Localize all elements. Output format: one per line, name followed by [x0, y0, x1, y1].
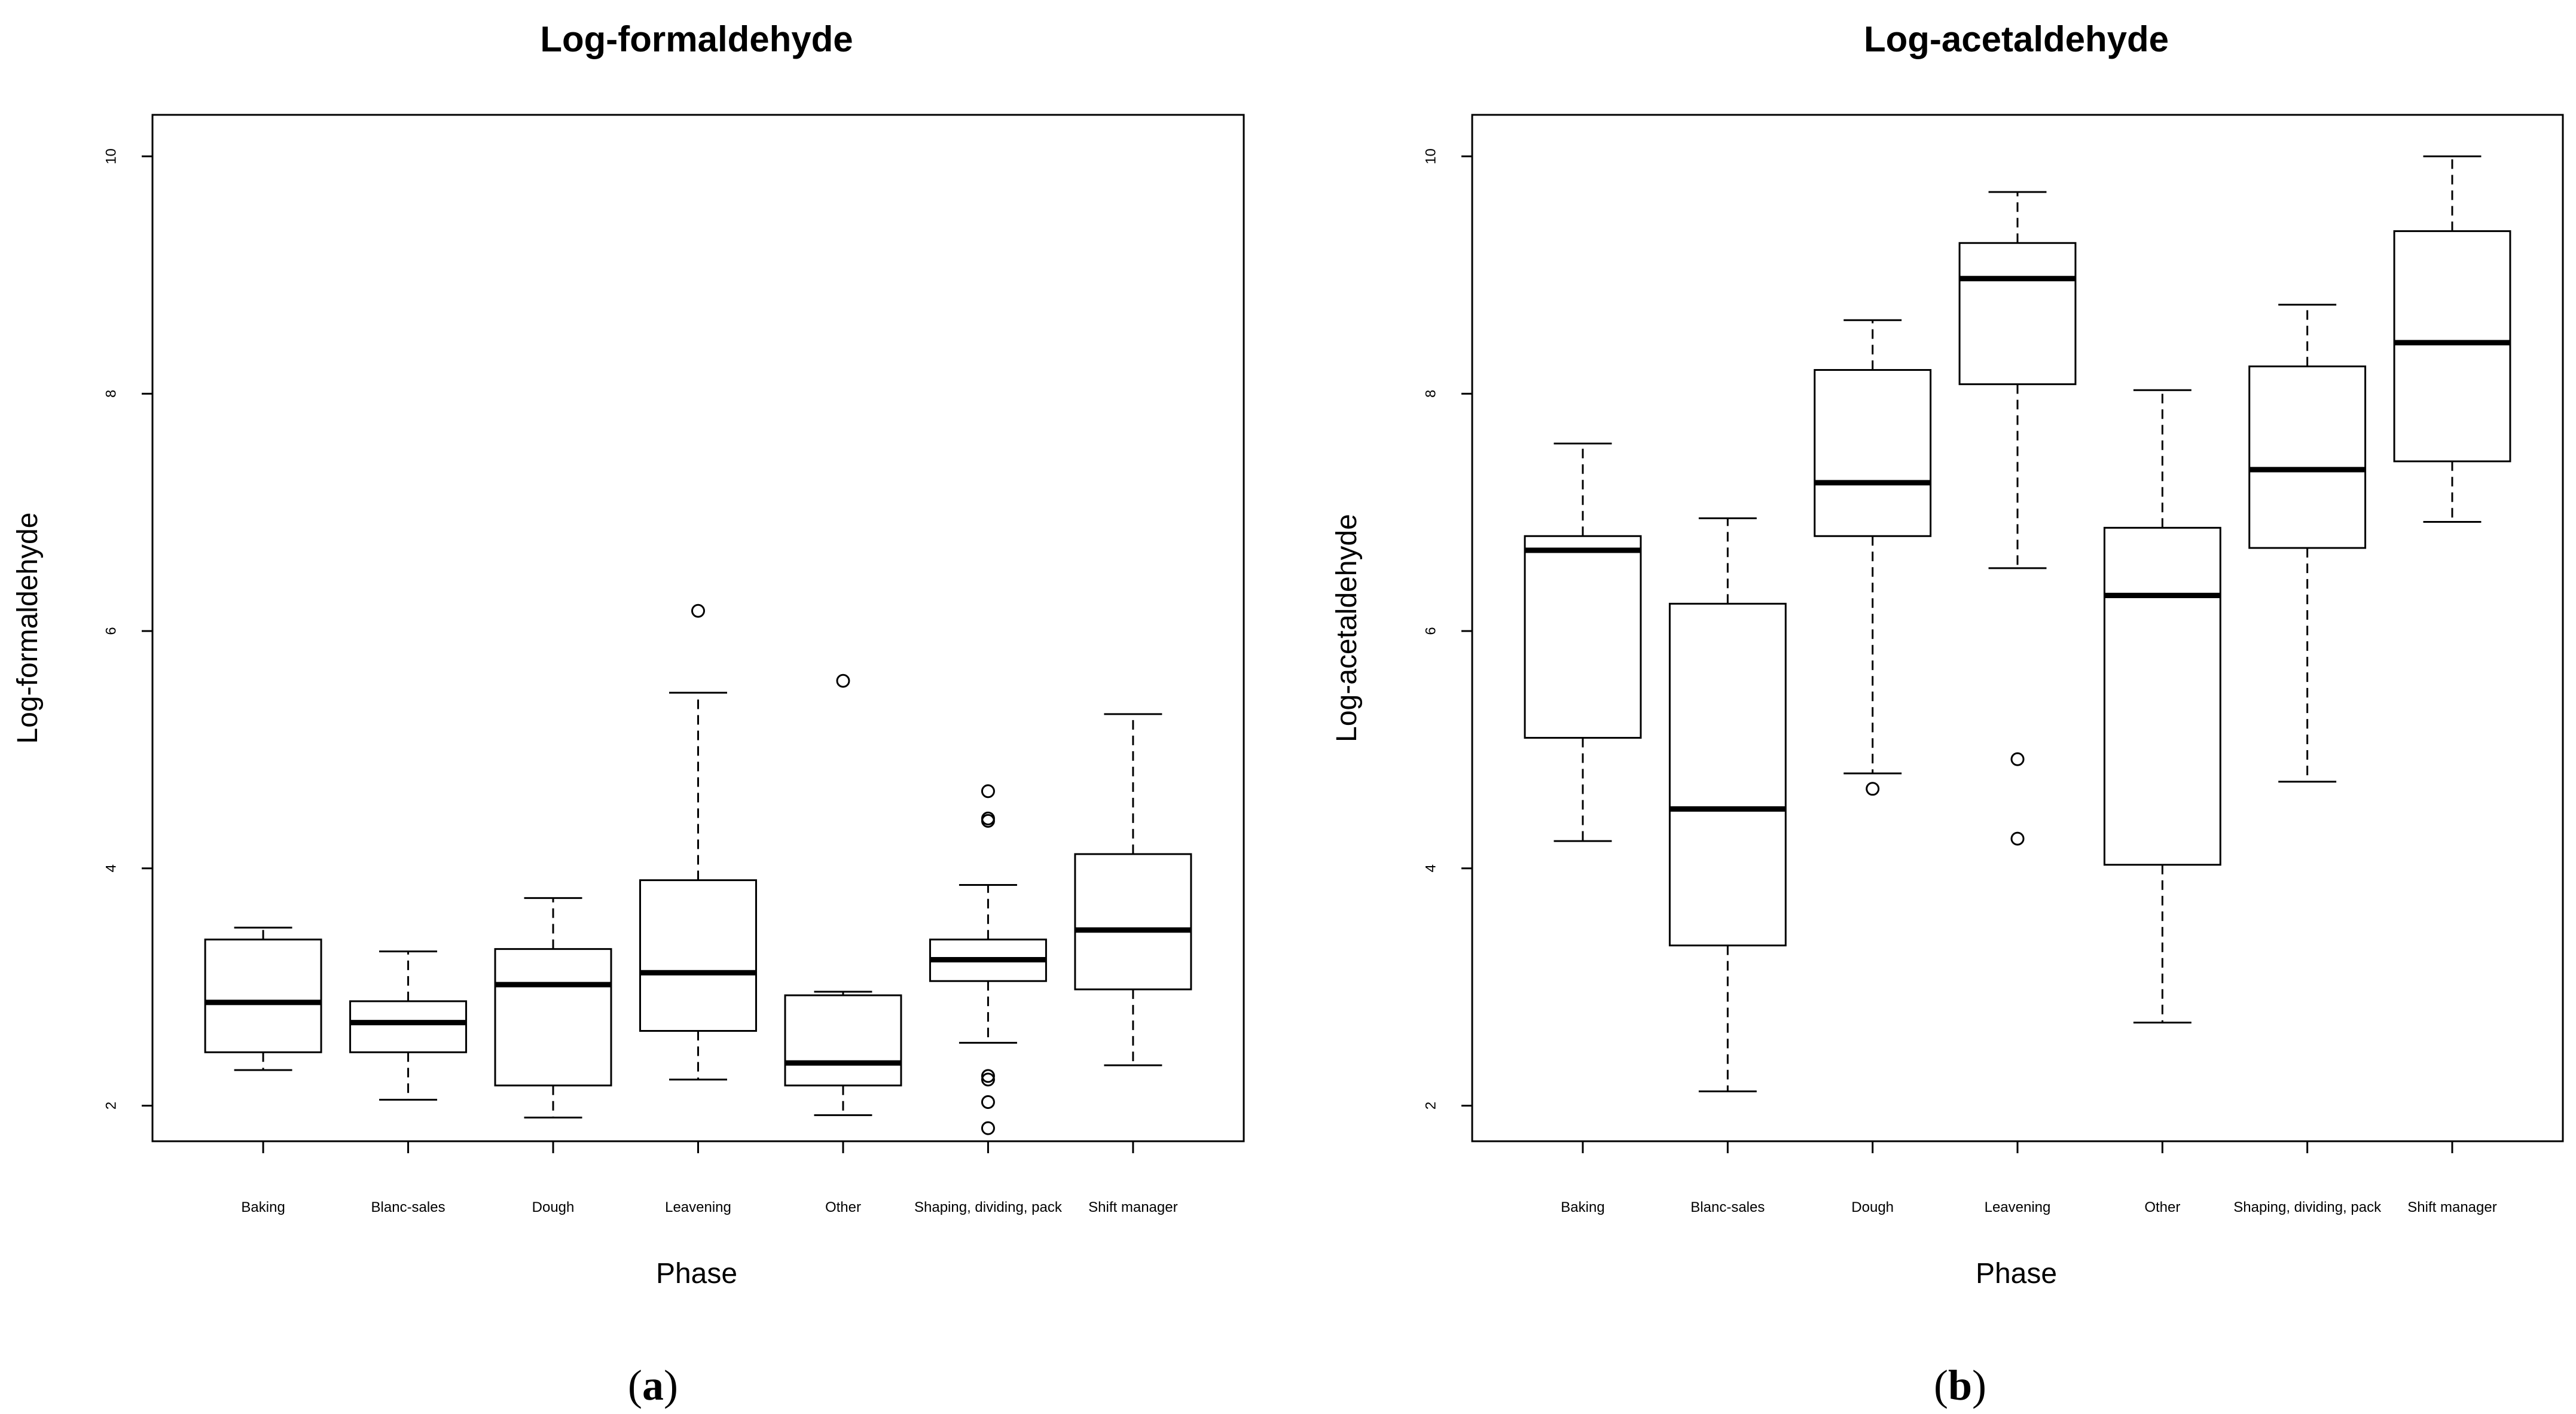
x-tick-label: Other — [2144, 1199, 2180, 1215]
outlier-point — [836, 674, 850, 688]
x-axis: Baking Blanc-sales Dough Leavening Other Shap… — [1561, 1141, 2497, 1215]
chart-title: Log-formaldehyde — [540, 19, 853, 59]
box-shift-manager — [2393, 155, 2511, 523]
outlier-point — [981, 1095, 995, 1110]
x-tick-label: Shift manager — [2407, 1199, 2496, 1215]
y-tick-label: 8 — [103, 390, 119, 398]
box-leavening — [639, 604, 757, 1081]
iqr-box — [2393, 230, 2511, 462]
y-tick-label: 10 — [103, 148, 119, 164]
outlier-point — [981, 784, 995, 799]
box-shift-manager — [1074, 713, 1192, 1066]
x-tick-label: Dough — [532, 1199, 575, 1215]
outlier-point — [691, 604, 705, 618]
y-tick-label: 10 — [1423, 148, 1439, 164]
outlier-point — [2010, 752, 2025, 766]
y-tick-label: 4 — [1423, 864, 1439, 872]
x-axis-label: Phase — [656, 1258, 737, 1290]
x-tick-label: Blanc-sales — [371, 1199, 445, 1215]
x-tick-label: Baking — [241, 1199, 285, 1215]
iqr-box — [494, 948, 612, 1087]
outlier-point — [981, 813, 995, 828]
iqr-box — [1814, 369, 1932, 537]
y-tick-label: 2 — [1423, 1102, 1439, 1110]
iqr-box — [1668, 602, 1787, 947]
outlier-point — [1866, 782, 1880, 796]
x-tick-label: Shift manager — [1088, 1199, 1177, 1215]
iqr-box — [784, 994, 902, 1087]
box-shaping-dividing-pack — [2248, 303, 2367, 783]
y-tick-label: 8 — [1423, 390, 1439, 398]
chart-panel-a: Log-formaldehyde Phase Log-formaldehyde … — [12, 19, 1245, 1409]
x-tick-label: Baking — [1561, 1199, 1604, 1215]
box-blanc-sales — [349, 950, 468, 1101]
box-shaping-dividing-pack — [929, 784, 1047, 1135]
iqr-box — [1958, 242, 2077, 385]
iqr-box — [1074, 853, 1192, 991]
iqr-box — [204, 938, 322, 1053]
y-axis: 2 4 6 8 10 — [1423, 148, 1472, 1110]
iqr-box — [2103, 526, 2221, 866]
box-other — [784, 674, 902, 1116]
x-tick-label: Dough — [1851, 1199, 1894, 1215]
iqr-box — [1524, 535, 1642, 739]
y-axis-label: Log-acetaldehyde — [1331, 514, 1363, 742]
box-blanc-sales — [1668, 517, 1787, 1093]
box-baking — [204, 927, 322, 1071]
x-tick-label: Leavening — [665, 1199, 731, 1215]
y-axis-label: Log-formaldehyde — [12, 513, 44, 744]
y-tick-label: 4 — [103, 864, 119, 872]
chart-panel-b: Log-acetaldehyde Phase Log-acetaldehyde … — [1331, 19, 2564, 1409]
y-tick-label: 6 — [1423, 627, 1439, 635]
x-tick-label: Shaping, dividing, pack — [914, 1199, 1063, 1215]
iqr-box — [2248, 365, 2367, 549]
y-tick-label: 2 — [103, 1102, 119, 1110]
box-baking — [1524, 443, 1642, 842]
iqr-box — [639, 879, 757, 1032]
outlier-point — [981, 1121, 995, 1135]
outlier-point — [2010, 831, 2025, 846]
panel-label: (b) — [1934, 1361, 1986, 1409]
panel-letter: b — [1948, 1361, 1972, 1409]
x-axis: Baking Blanc-sales Dough Leavening Other Shap… — [241, 1141, 1178, 1215]
y-tick-label: 6 — [103, 627, 119, 635]
box-dough — [494, 897, 612, 1119]
box-leavening — [1958, 191, 2077, 846]
outlier-point — [981, 1072, 995, 1087]
iqr-box — [349, 1000, 468, 1053]
box-dough — [1814, 319, 1932, 796]
x-tick-label: Shaping, dividing, pack — [2233, 1199, 2382, 1215]
x-axis-label: Phase — [1976, 1258, 2057, 1290]
panel-label: (a) — [628, 1361, 678, 1409]
x-tick-label: Blanc-sales — [1690, 1199, 1765, 1215]
box-other — [2103, 389, 2221, 1024]
panel-letter: a — [642, 1361, 664, 1409]
x-tick-label: Other — [825, 1199, 861, 1215]
outlier-point — [981, 1069, 995, 1083]
y-axis: 2 4 6 8 10 — [103, 148, 152, 1110]
chart-title: Log-acetaldehyde — [1864, 19, 2169, 59]
x-tick-label: Leavening — [1985, 1199, 2051, 1215]
